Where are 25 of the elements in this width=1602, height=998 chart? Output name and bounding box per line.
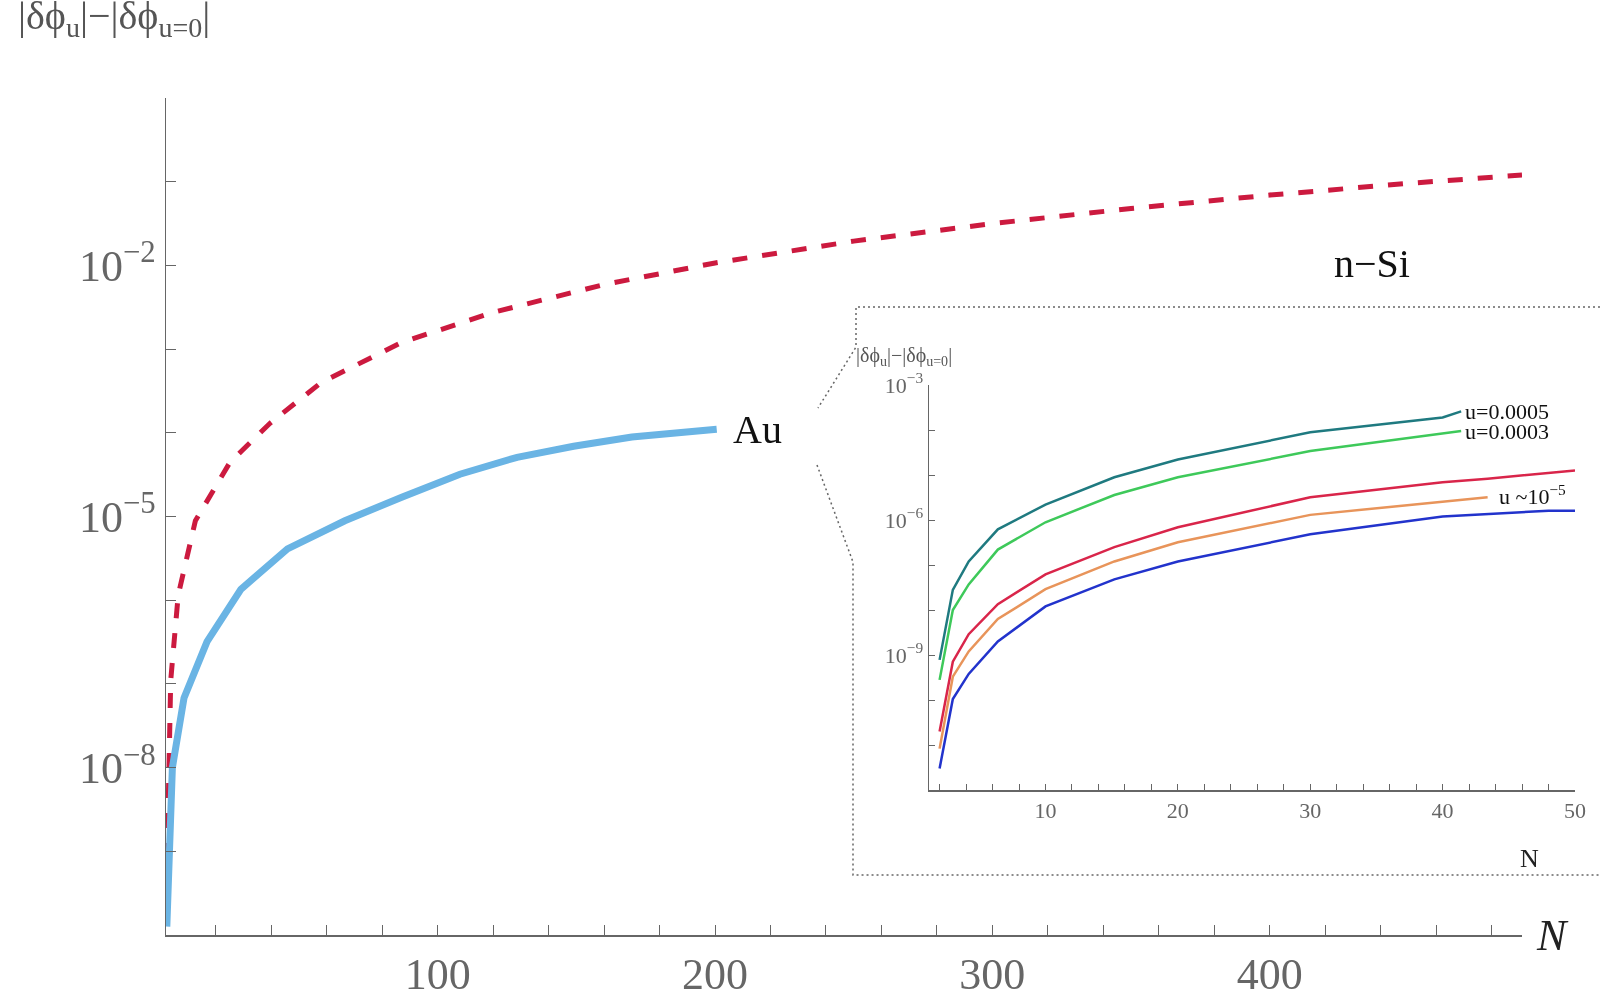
annotation: u ~10$^{−5}$: [1499, 481, 1567, 510]
line-series: [938, 496, 1489, 750]
series-label: n−Si: [1334, 241, 1410, 286]
series-label: Au: [733, 407, 782, 452]
x-axis-title: N: [1536, 911, 1569, 960]
line-series: [938, 509, 1575, 770]
x-tick-label: 40: [1431, 797, 1454, 823]
x-tick-label: 400: [1236, 950, 1303, 998]
line-series: [938, 469, 1575, 733]
y-tick-label: 10$^{−9}$: [884, 639, 924, 668]
y-axis-title: |δϕ$_{u}$|−|δϕ$_{u=0}$|: [18, 0, 211, 44]
x-tick-label: 30: [1299, 797, 1322, 823]
y-axis-title: |δϕ$_{u}$|−|δϕ$_{u=0}$|: [856, 344, 953, 370]
y-tick-label: 10$^{−3}$: [884, 369, 924, 398]
x-axis-title: N: [1520, 844, 1539, 873]
x-tick-label: 300: [959, 950, 1026, 998]
y-tick-label: 10$^{−2}$: [78, 235, 156, 291]
y-tick-label: 10$^{−6}$: [884, 504, 924, 533]
x-tick-label: 100: [404, 950, 471, 998]
x-tick-label: 10: [1034, 797, 1057, 823]
x-tick-label: 50: [1564, 797, 1586, 823]
x-tick-label: 20: [1166, 797, 1189, 823]
y-tick-label: 10$^{−5}$: [78, 486, 156, 542]
x-tick-label: 200: [682, 950, 749, 998]
y-tick-label: 10$^{−8}$: [78, 737, 156, 793]
